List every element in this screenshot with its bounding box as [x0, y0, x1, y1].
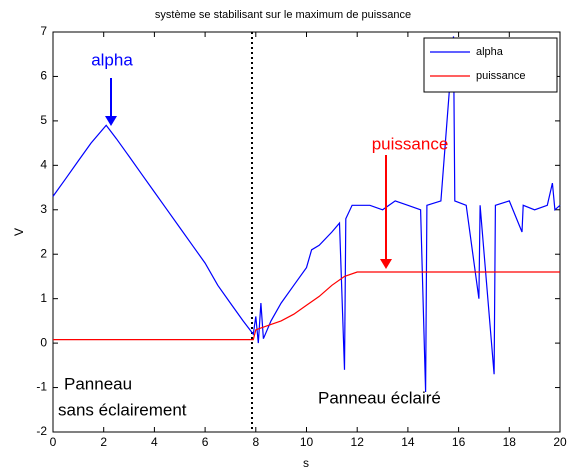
x-tick-label: 8 [252, 435, 259, 449]
x-tick-label: 2 [100, 435, 107, 449]
x-tick-label: 0 [50, 435, 57, 449]
y-tick-label: 7 [40, 24, 47, 38]
y-axis-label: V [12, 228, 26, 236]
chart-title: système se stabilisant sur le maximum de… [155, 9, 411, 21]
y-tick-label: 0 [40, 335, 47, 349]
x-tick-label: 10 [300, 435, 314, 449]
annotation: Panneau [64, 374, 132, 393]
y-tick-label: -1 [36, 380, 47, 394]
y-tick-label: -2 [36, 424, 47, 438]
x-tick-label: 14 [401, 435, 415, 449]
legend-label: puissance [476, 70, 526, 82]
y-tick-label: 3 [40, 202, 47, 216]
x-tick-label: 20 [553, 435, 567, 449]
x-tick-label: 18 [503, 435, 517, 449]
y-tick-label: 6 [40, 69, 47, 83]
annotation: alpha [91, 50, 133, 69]
arrow-head [105, 116, 117, 126]
plot-frame [52, 31, 561, 433]
x-tick-label: 4 [151, 435, 158, 449]
plot-area [52, 31, 561, 433]
y-tick-label: 5 [40, 113, 47, 127]
x-tick-label: 12 [351, 435, 365, 449]
y-tick-label: 4 [40, 158, 47, 172]
y-tick-label: 2 [40, 246, 47, 260]
series-line [53, 271, 560, 341]
series-line [52, 36, 561, 393]
annotation: puissance [372, 134, 449, 153]
y-tick-label: 1 [40, 291, 47, 305]
annotation: Panneau éclairé [318, 388, 441, 407]
legend: alpha puissance [423, 37, 558, 93]
arrow-head [380, 259, 392, 269]
x-axis-label: s [303, 456, 309, 470]
legend-box [423, 37, 558, 93]
legend-label: alpha [476, 46, 504, 58]
annotation: sans éclairement [58, 400, 187, 419]
x-tick-label: 6 [202, 435, 209, 449]
x-tick-label: 16 [452, 435, 466, 449]
annotations: alpha puissance Panneau sans éclairement… [58, 50, 448, 419]
